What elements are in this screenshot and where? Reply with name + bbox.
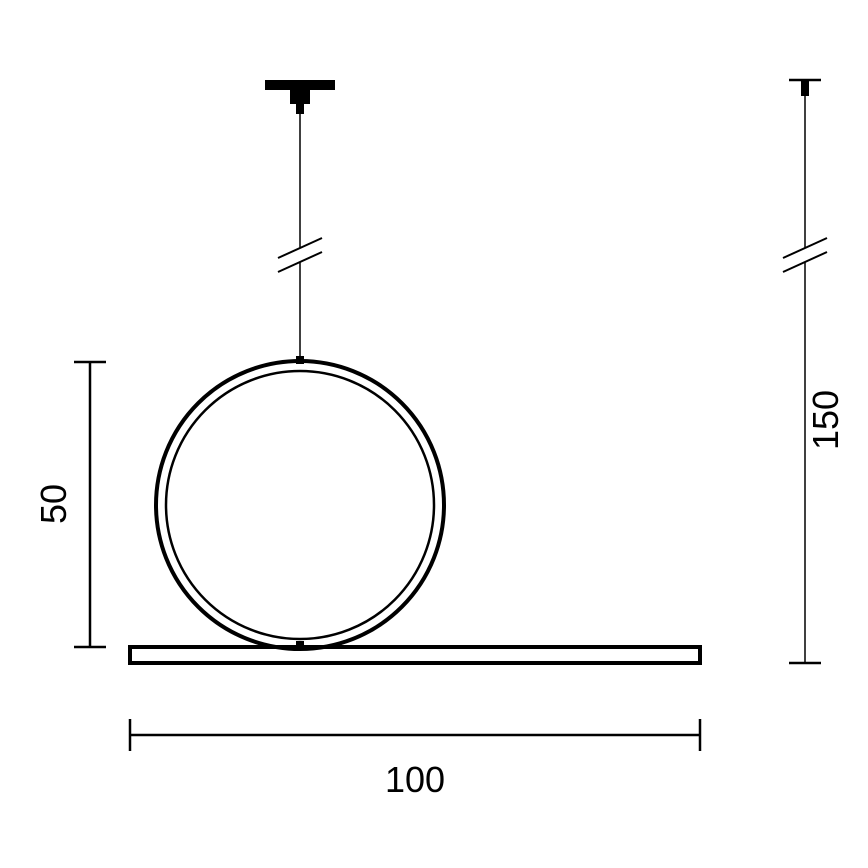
dimension-ring-height-label: 50: [33, 484, 74, 524]
dimension-drawing: 50 100 150: [0, 0, 868, 868]
dimension-width: [130, 719, 700, 751]
horizontal-bar: [130, 647, 700, 663]
dimension-width-label: 100: [385, 759, 445, 800]
dimension-overall-height: [783, 80, 827, 663]
ring: [156, 361, 444, 649]
ceiling-canopy: [265, 80, 335, 114]
dimension-ring-height: [74, 362, 106, 647]
suspension-wire: [278, 114, 322, 364]
dimension-overall-height-label: 150: [805, 390, 846, 450]
